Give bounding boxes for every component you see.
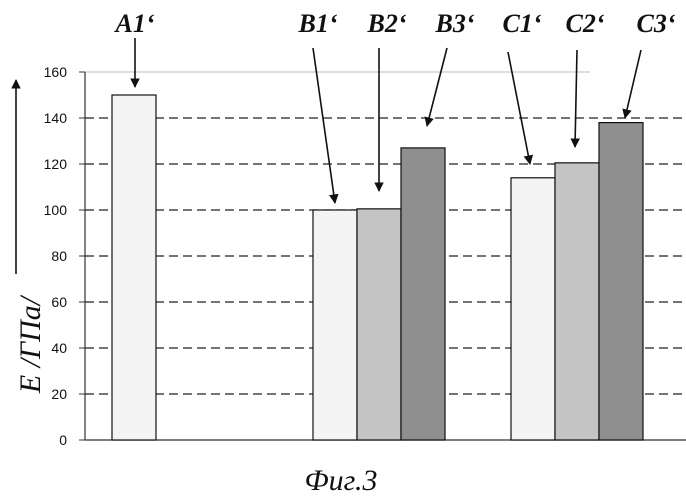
bar-5 — [511, 178, 555, 440]
bar-3 — [357, 209, 401, 440]
y-axis-label: E /ГПа/ — [14, 294, 47, 394]
label-arrow-7 — [625, 50, 641, 118]
bar-label-7: C3‘ — [637, 9, 676, 38]
bar-label-1: A1‘ — [114, 9, 155, 38]
y-tick-label: 0 — [59, 432, 67, 448]
bar-4 — [401, 148, 445, 440]
bar-label-2: B1‘ — [298, 9, 338, 38]
y-tick-label: 40 — [51, 340, 67, 356]
y-tick-label: 80 — [51, 248, 67, 264]
y-tick-label: 100 — [44, 202, 68, 218]
bar-label-3: B2‘ — [367, 9, 407, 38]
label-arrow-6 — [575, 50, 577, 147]
y-tick-label: 60 — [51, 294, 67, 310]
label-arrow-4 — [427, 48, 447, 126]
label-arrow-5 — [508, 52, 530, 164]
bar-7 — [599, 123, 643, 440]
y-tick-label: 160 — [44, 64, 68, 80]
y-tick-label: 120 — [44, 156, 68, 172]
figure-caption: Фиг.3 — [305, 464, 378, 497]
y-tick-label: 20 — [51, 386, 67, 402]
bar-label-5: C1‘ — [503, 9, 542, 38]
bar-6 — [555, 163, 599, 440]
y-tick-label: 140 — [44, 110, 68, 126]
bar-1 — [112, 95, 156, 440]
bar-label-4: B3‘ — [435, 9, 475, 38]
bars — [112, 95, 643, 440]
label-arrow-2 — [313, 48, 335, 203]
bar-label-6: C2‘ — [566, 9, 605, 38]
bar-2 — [313, 210, 357, 440]
